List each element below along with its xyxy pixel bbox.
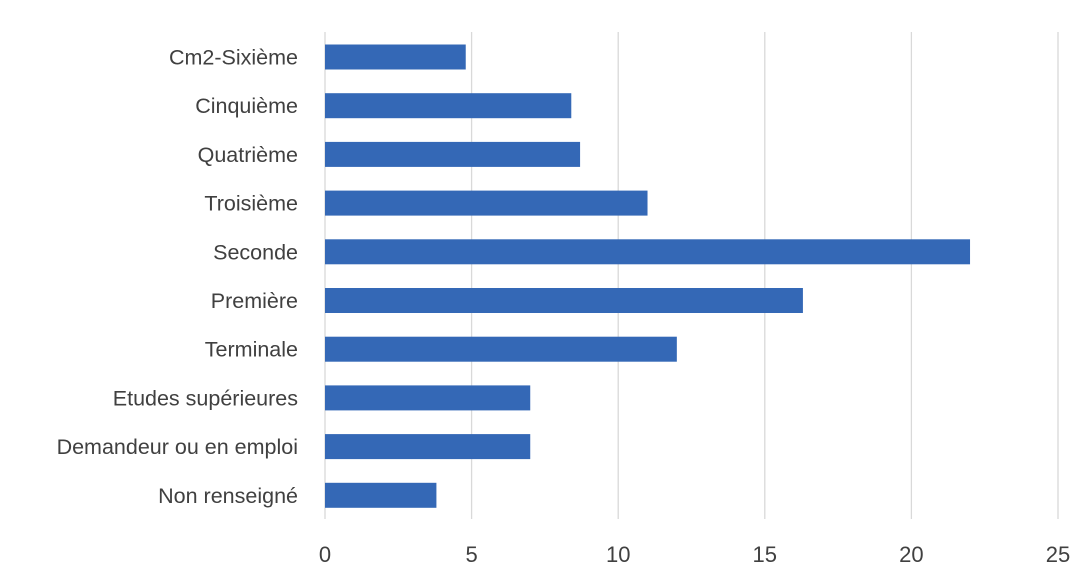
bar: [325, 385, 531, 411]
category-label: Quatrième: [198, 143, 298, 167]
x-tick-label: 20: [899, 542, 923, 567]
category-label: Cinquième: [195, 94, 298, 118]
x-tick-label: 10: [606, 542, 630, 567]
category-label: Cm2-Sixième: [169, 46, 298, 70]
bar: [325, 239, 971, 265]
category-label: Troisième: [204, 192, 298, 216]
x-tick-label: 5: [465, 542, 477, 567]
bar: [325, 190, 648, 216]
bar: [325, 141, 581, 167]
bars: [325, 44, 971, 508]
category-label: Non renseigné: [158, 484, 298, 508]
bar: [325, 482, 437, 508]
category-label: Etudes supérieures: [113, 386, 298, 410]
x-tick-label: 15: [753, 542, 777, 567]
bar: [325, 93, 572, 119]
bar: [325, 44, 466, 70]
bar: [325, 434, 531, 460]
bar: [325, 336, 677, 362]
category-label: Terminale: [205, 338, 298, 362]
x-tick-labels: 0 5 10 15 20 25: [319, 542, 1070, 567]
category-label: Première: [211, 289, 298, 313]
bar: [325, 288, 803, 313]
category-label: Demandeur ou en emploi: [57, 435, 298, 459]
x-tick-label: 25: [1046, 542, 1070, 567]
category-label: Seconde: [213, 240, 298, 264]
x-tick-label: 0: [319, 542, 331, 567]
category-labels: Cm2-Sixième Cinquième Quatrième Troisième Se…: [57, 46, 298, 508]
